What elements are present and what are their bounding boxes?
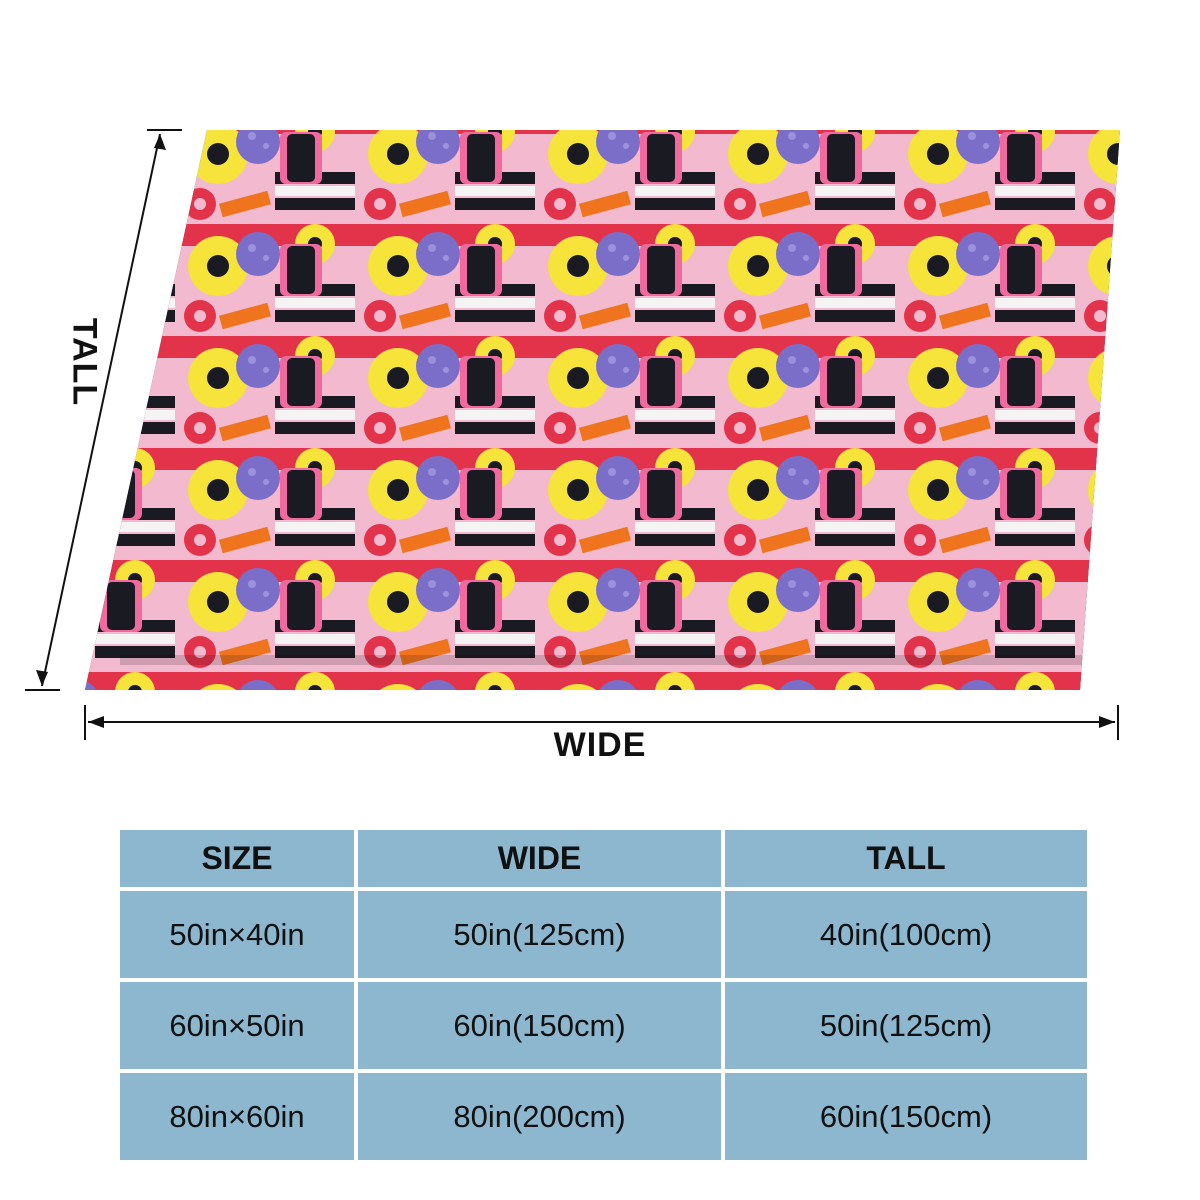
wide-label: WIDE (553, 726, 647, 764)
row1-tall: 40in(100cm) (725, 891, 1087, 978)
size-table: SIZE WIDE TALL 50in×40in 50in(125cm) 40i… (120, 830, 1087, 1160)
row2-wide: 60in(150cm) (358, 982, 721, 1069)
row2-size: 60in×50in (120, 982, 354, 1069)
row1-size: 50in×40in (120, 891, 354, 978)
row3-wide: 80in(200cm) (358, 1073, 721, 1160)
tall-dimension-arrow (25, 129, 182, 691)
header-tall: TALL (725, 830, 1087, 887)
blanket (85, 130, 1120, 690)
row3-size: 80in×60in (120, 1073, 354, 1160)
wide-dimension-arrow (84, 705, 1119, 740)
header-size: SIZE (120, 830, 354, 887)
row2-tall: 50in(125cm) (725, 982, 1087, 1069)
header-wide: WIDE (358, 830, 721, 887)
tall-label: TALL (65, 317, 104, 407)
row3-tall: 60in(150cm) (725, 1073, 1087, 1160)
row1-wide: 50in(125cm) (358, 891, 721, 978)
